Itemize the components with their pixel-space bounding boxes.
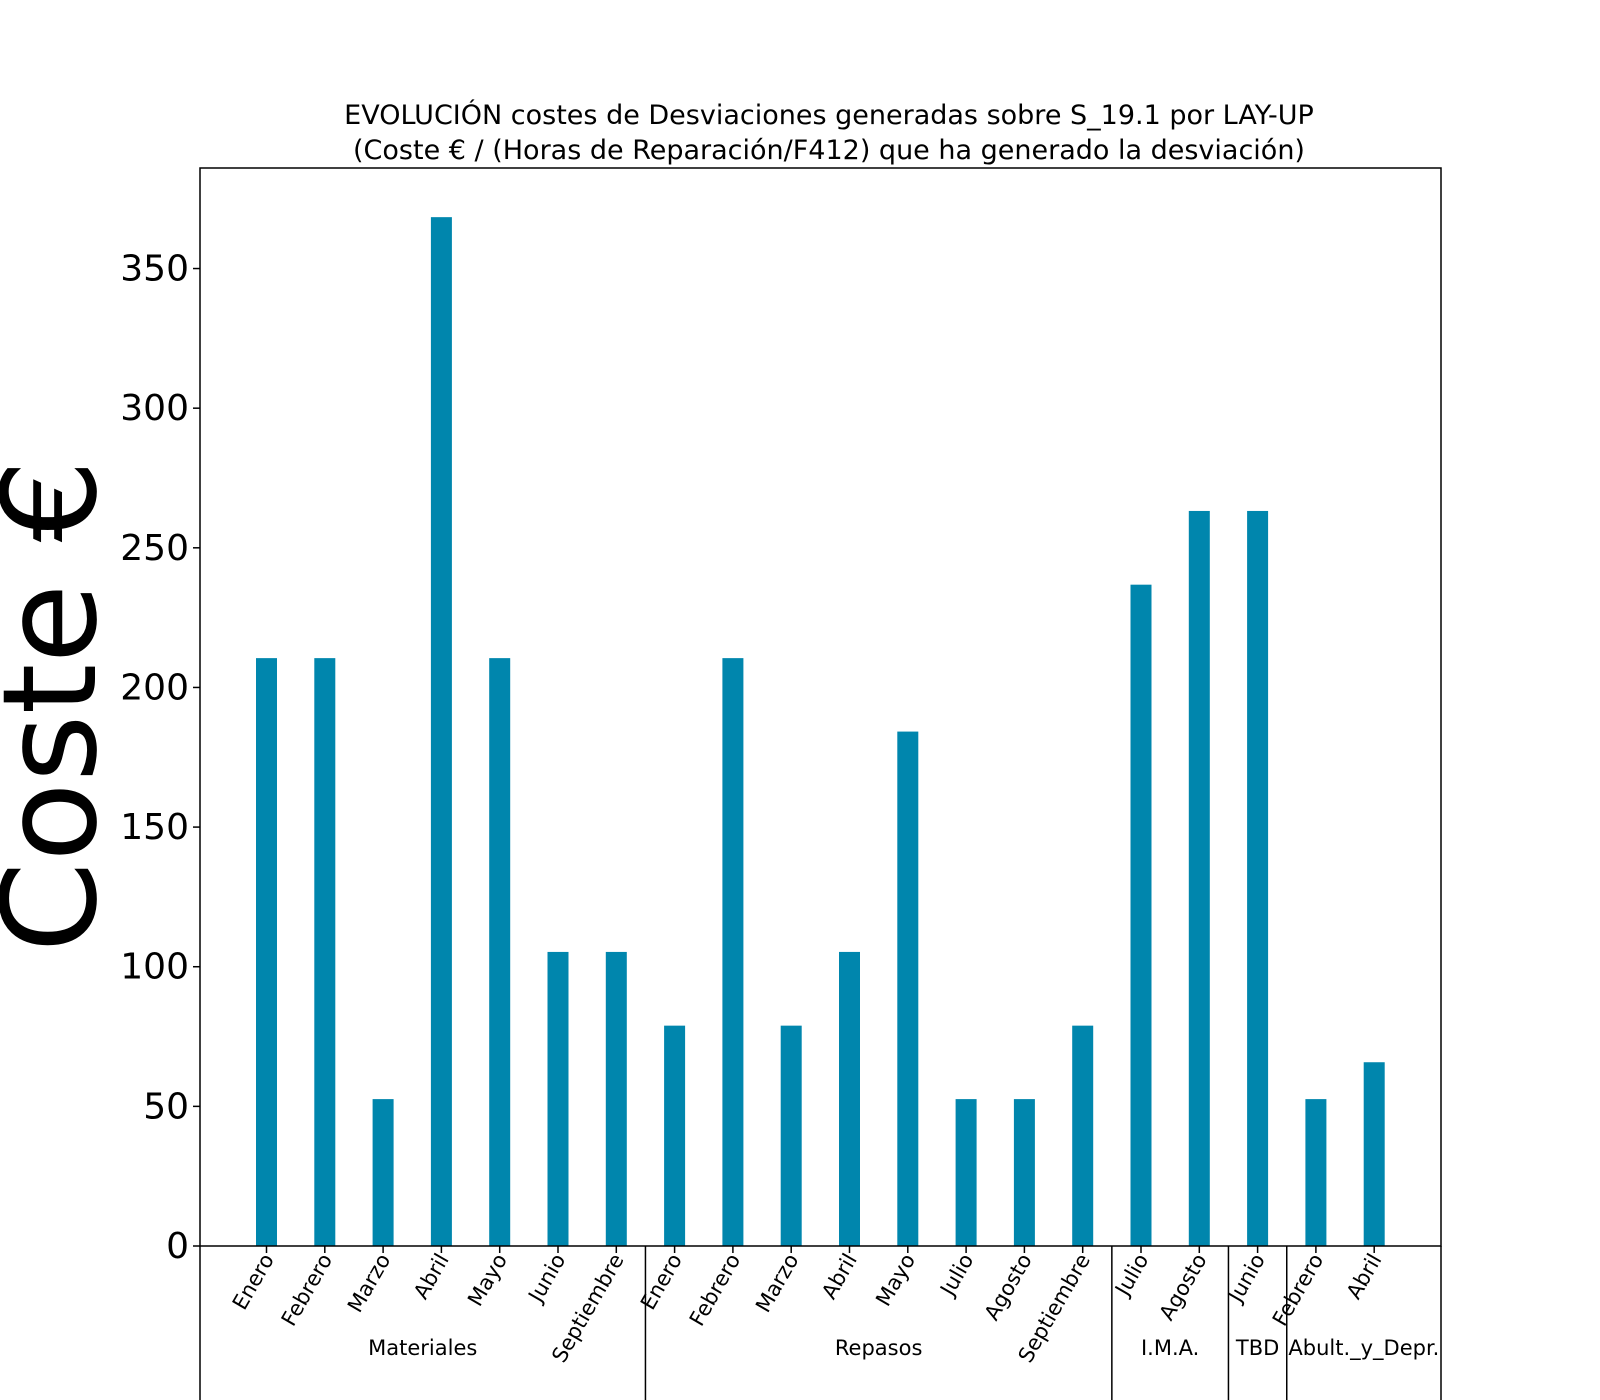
x-tick-label: Febrero (1268, 1250, 1328, 1331)
bar-7 (605, 951, 627, 1246)
x-tick-label: Enero (636, 1250, 687, 1314)
x-tick-label: Abril (817, 1250, 862, 1304)
y-axis-label: Coste € (0, 459, 126, 952)
x-tick-label: Febrero (685, 1250, 745, 1331)
bar-4 (430, 217, 452, 1246)
chart-titles: EVOLUCIÓN costes de Desviaciones generad… (344, 99, 1314, 166)
bar-18 (1247, 510, 1269, 1246)
x-tick-label: Abril (409, 1250, 454, 1304)
x-tick-label: Julio (1110, 1250, 1154, 1302)
y-axis: 0 50 100 150 200 250 300 350 (120, 249, 200, 1267)
x-tick-label: Julio (935, 1250, 979, 1302)
bar-11 (839, 951, 860, 1246)
x-tick-label: Mayo (463, 1250, 512, 1311)
bar-16 (1130, 584, 1152, 1246)
group-label: Abult._y_Depr. (1288, 1336, 1439, 1361)
plot-frame (199, 167, 1442, 1247)
bar-9 (722, 658, 744, 1246)
y-tick-label: 350 (120, 249, 189, 290)
bar-17 (1188, 510, 1210, 1246)
x-tick-label: Enero (228, 1250, 279, 1314)
bar-14 (1013, 1099, 1035, 1246)
y-tick-label: 100 (120, 947, 189, 988)
bar-10 (780, 1025, 802, 1246)
x-tick-label: Abril (1342, 1250, 1387, 1304)
bar-3 (372, 1099, 394, 1246)
bar-15 (1072, 1025, 1094, 1246)
y-tick-label: 0 (166, 1226, 189, 1267)
x-tick-label: Febrero (277, 1250, 337, 1331)
bar-8 (664, 1025, 686, 1246)
bar-5 (489, 658, 511, 1246)
bar-12 (897, 731, 919, 1246)
group-label: I.M.A. (1141, 1336, 1199, 1360)
group-label: TBD (1235, 1336, 1279, 1360)
bar-2 (314, 658, 336, 1246)
bar-13 (955, 1099, 977, 1246)
bar-20 (1363, 1062, 1385, 1246)
x-tick-label: Agosto (980, 1250, 1037, 1325)
x-tick-label: Mayo (871, 1250, 920, 1311)
bar-1 (256, 658, 277, 1246)
bar-19 (1305, 1099, 1327, 1246)
chart-title-line1: EVOLUCIÓN costes de Desviaciones generad… (344, 99, 1314, 131)
y-tick-label: 200 (120, 667, 189, 708)
y-tick-label: 250 (120, 528, 189, 569)
group-label: Materiales (368, 1336, 477, 1360)
x-tick-label: Agosto (1155, 1250, 1212, 1325)
bar-6 (547, 951, 569, 1246)
bars-layer (256, 217, 1385, 1246)
x-tick-label: Marzo (343, 1250, 396, 1317)
group-label: Repasos (835, 1336, 923, 1360)
x-tick-label: Junio (1222, 1250, 1270, 1308)
y-tick-label: 300 (120, 388, 189, 429)
y-tick-label: 50 (143, 1086, 189, 1127)
x-tick-label: Marzo (751, 1250, 804, 1317)
x-tick-label: Junio (523, 1250, 571, 1308)
y-tick-label: 150 (120, 807, 189, 848)
chart-title-line2: (Coste € / (Horas de Reparación/F412) qu… (353, 135, 1305, 166)
